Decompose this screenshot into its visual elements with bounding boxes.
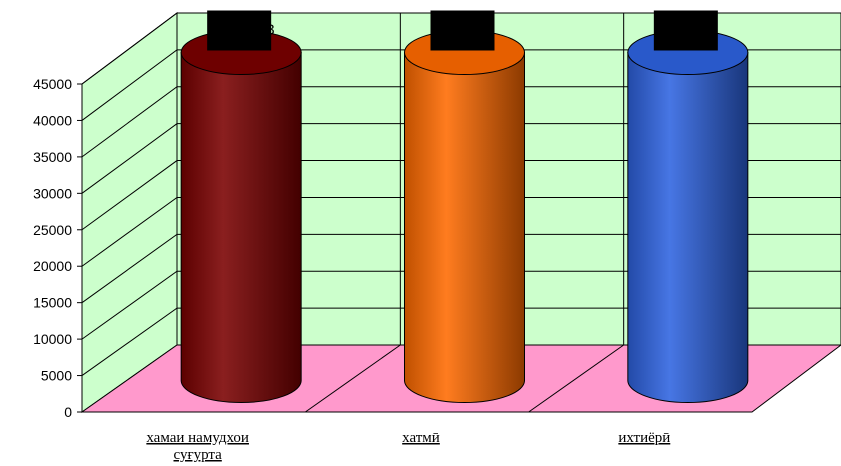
y-tick-label: 20000 [33,258,72,274]
y-tick-label: 0 [64,404,72,420]
y-tick-label: 35000 [33,149,72,165]
bar-body [181,53,301,403]
label-redaction-box [431,11,495,51]
bar-cylinder [405,31,525,403]
y-tick-label: 10000 [33,331,72,347]
y-tick-label: 45000 [33,76,72,92]
x-tick-label: хатмӣ [402,430,440,446]
y-tick-label: 30000 [33,185,72,201]
x-tick-label: суғурта [174,447,223,463]
y-tick-label: 40000 [33,112,72,128]
y-tick-label: 15000 [33,295,72,311]
x-tick-label: хамаи намудхои [146,430,249,446]
bar-cylinder [181,31,301,403]
y-tick-label: 5000 [41,368,72,384]
label-redaction-box [207,11,271,51]
bar-cylinder [628,31,748,403]
y-tick-label: 25000 [33,222,72,238]
x-tick-label: ихтиёрӣ [618,430,670,446]
y-axis: 0 5000 10000 15000 20000 25000 30000 35000 40000… [33,76,82,420]
label-redaction-box [654,11,718,51]
bar-body [405,53,525,403]
bar-body [628,53,748,403]
bars [181,31,748,403]
